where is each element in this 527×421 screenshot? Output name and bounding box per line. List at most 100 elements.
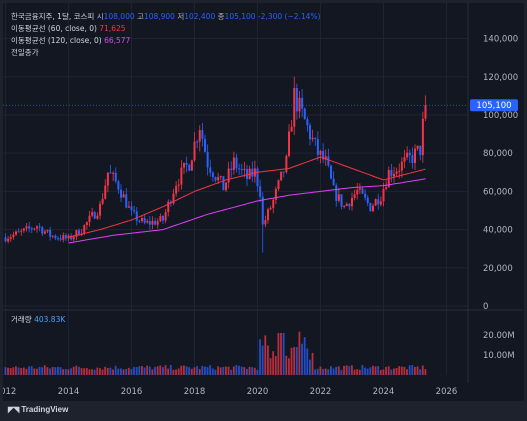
candle-body xyxy=(319,150,322,155)
ma120-legend[interactable]: 이동평균선 (120, close, 0) 66,577 xyxy=(11,36,130,46)
candle-body xyxy=(358,188,361,190)
candle-body xyxy=(240,168,243,170)
candle-body xyxy=(54,235,57,239)
candle-body xyxy=(96,215,99,219)
candle-body xyxy=(369,203,372,212)
prev-close-legend[interactable]: 전일종가 xyxy=(11,48,39,58)
candle-body xyxy=(75,230,78,237)
candle-body xyxy=(154,220,157,225)
ma60-legend[interactable]: 이동평균선 (60, close, 0) 71,625 xyxy=(11,24,126,34)
volume-bar xyxy=(88,369,91,375)
volume-bar xyxy=(180,365,183,375)
volume-bar xyxy=(162,367,164,375)
candle-body xyxy=(337,194,340,201)
candle-body xyxy=(106,172,109,186)
volume-bar xyxy=(324,368,327,375)
candle-body xyxy=(193,141,196,161)
volume-bar xyxy=(280,333,282,375)
volume-value: 403.83K xyxy=(34,315,66,324)
volume-bar xyxy=(327,369,330,375)
price-chart[interactable]: 140,000 120,000 100,000 80,000 60,000 40,000 2… xyxy=(3,3,524,401)
volume-bar xyxy=(369,367,372,375)
volume-bar xyxy=(248,366,251,375)
volume-bar xyxy=(167,368,170,375)
candle-body xyxy=(280,171,283,181)
ma60-label: 이동평균선 (60, close, 0) xyxy=(11,24,97,33)
volume-bar xyxy=(374,366,377,375)
candle-body xyxy=(230,168,233,170)
volume-bar xyxy=(400,366,403,375)
candle-body xyxy=(70,235,73,240)
volume-bar xyxy=(7,367,9,375)
volume-bar xyxy=(322,368,324,375)
volume-legend[interactable]: 거래량 403.83K xyxy=(11,315,65,325)
volume-bar xyxy=(209,365,212,375)
candle-body xyxy=(38,226,41,228)
candle-body xyxy=(251,168,254,177)
candle-body xyxy=(120,189,123,198)
candle-body xyxy=(72,236,75,240)
volume-bar xyxy=(285,355,288,375)
volume-bar xyxy=(408,365,411,375)
candle-body xyxy=(83,225,86,234)
candle-body xyxy=(112,172,115,174)
volume-bar xyxy=(91,369,93,375)
volume-bar xyxy=(20,368,23,375)
volume-bar xyxy=(38,366,41,375)
candle-body xyxy=(330,165,333,179)
volume-bar xyxy=(403,366,406,375)
candle-body xyxy=(301,97,304,109)
candle-body xyxy=(285,155,288,173)
low-label: 저 xyxy=(177,12,185,21)
volume-bar xyxy=(51,366,54,375)
candle-body xyxy=(340,194,343,207)
candle-body xyxy=(267,209,270,221)
open-label: 시 xyxy=(96,12,104,21)
y-tick-label: 60,000 xyxy=(483,187,513,197)
candle-body xyxy=(148,221,151,225)
volume-bar xyxy=(164,365,167,375)
candle-body xyxy=(85,222,88,226)
volume-bar xyxy=(201,365,204,375)
volume-bar xyxy=(141,366,143,375)
volume-bar xyxy=(169,365,172,375)
volume-bar xyxy=(33,368,36,375)
candle-body xyxy=(7,238,10,242)
candle-body xyxy=(324,156,327,160)
price-tag-box xyxy=(470,99,518,112)
candle-body xyxy=(196,141,199,143)
volume-bar xyxy=(414,366,416,375)
candle-body xyxy=(180,167,183,185)
candle-body xyxy=(125,194,128,208)
open-value: 108,000 xyxy=(103,12,135,21)
candle-body xyxy=(88,215,91,223)
volume-bar xyxy=(361,365,364,375)
candle-body xyxy=(322,150,325,160)
volume-bar xyxy=(364,367,366,375)
volume-bar xyxy=(17,367,20,375)
candle-body xyxy=(4,237,7,242)
volume-bar xyxy=(190,368,193,375)
volume-bar xyxy=(75,365,78,375)
close-value: 105,100 xyxy=(224,12,256,21)
candle-body xyxy=(172,193,175,204)
volume-bar xyxy=(406,369,408,375)
candle-body xyxy=(345,203,348,206)
candle-body xyxy=(57,238,60,240)
volume-bar xyxy=(49,368,51,375)
candle-body xyxy=(177,184,180,186)
volume-bar xyxy=(340,369,343,375)
volume-bar xyxy=(122,369,125,375)
candle-body xyxy=(49,229,52,237)
x-tick-label: 2026 xyxy=(436,387,458,397)
candle-body xyxy=(379,201,382,205)
volume-bar xyxy=(106,367,109,375)
volume-bar xyxy=(72,366,75,375)
volume-bar xyxy=(93,369,96,375)
candle-body xyxy=(159,216,162,222)
candle-body xyxy=(130,206,133,211)
candle-body xyxy=(64,235,67,239)
tradingview-logo[interactable]: ◤◥ TradingView xyxy=(8,405,68,414)
candle-body xyxy=(414,148,417,164)
volume-bar xyxy=(172,369,175,375)
